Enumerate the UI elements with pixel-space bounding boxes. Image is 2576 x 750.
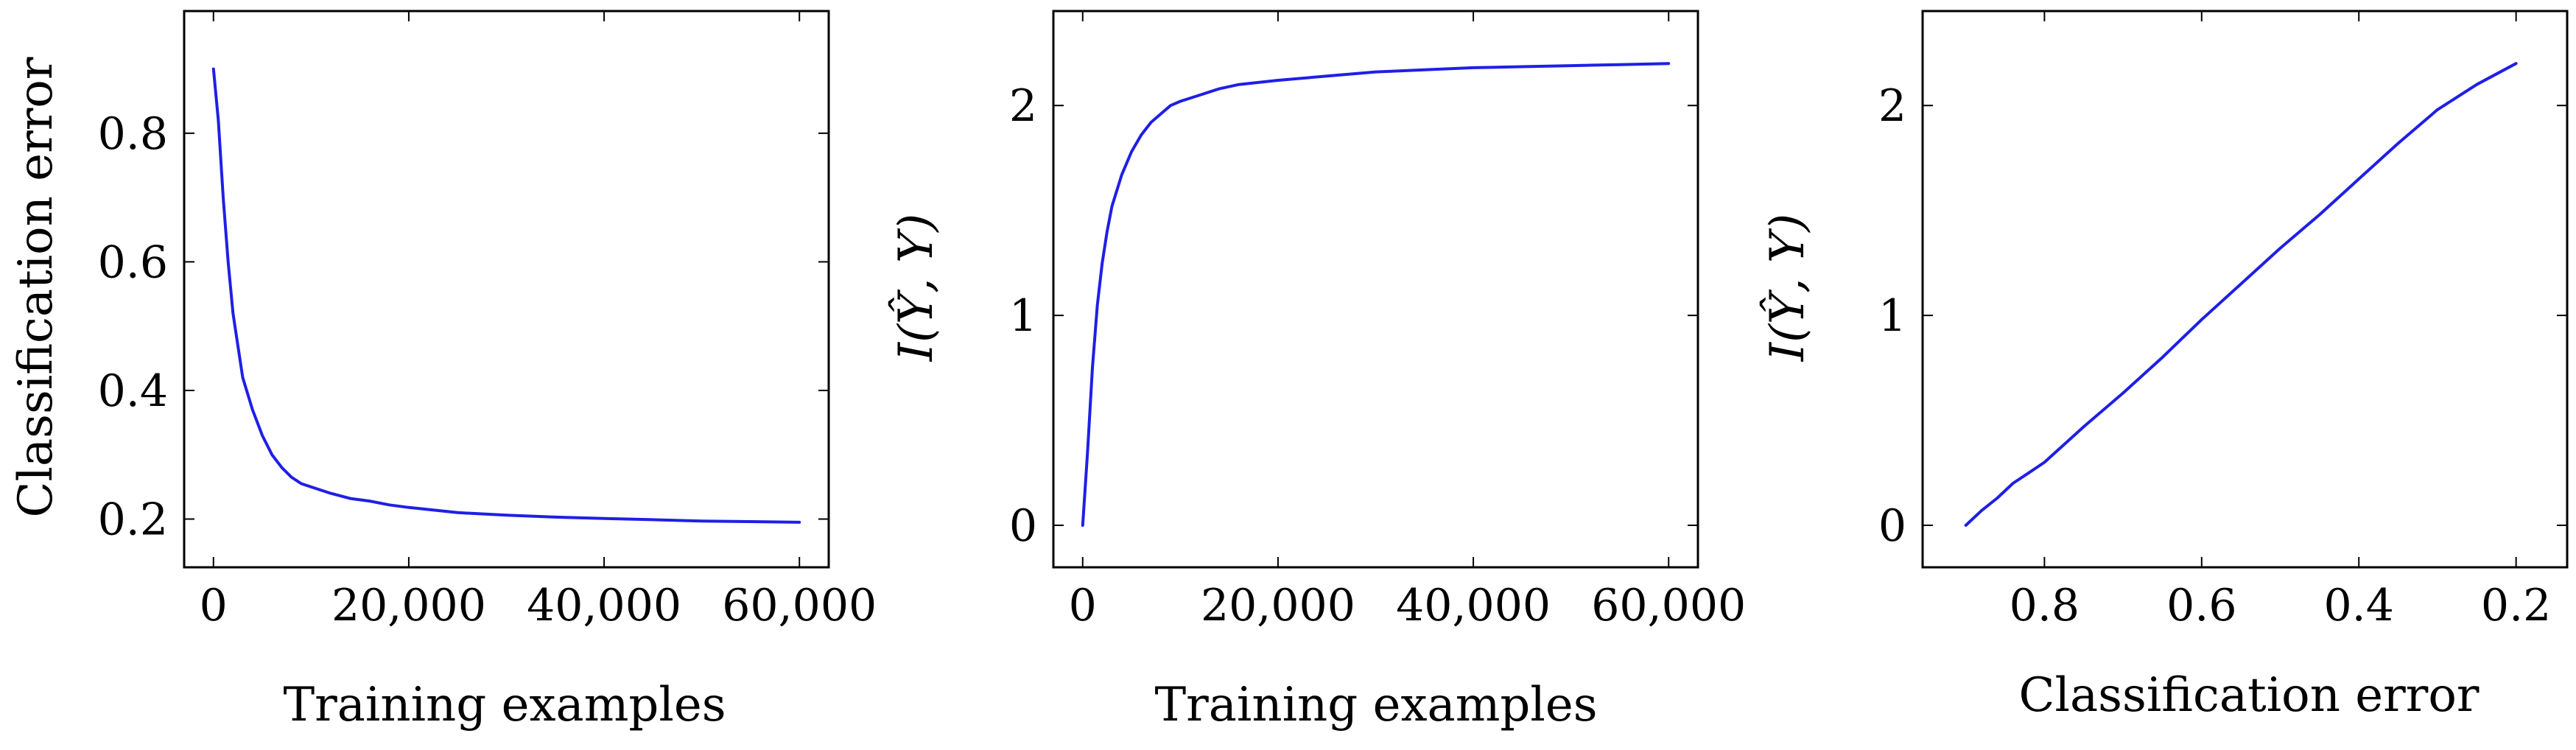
chart-panel-mutual-information-vs-error: I(Ŷ, Y) Classification error 0.8 0.6 0.4 0.…: [1759, 10, 2569, 723]
y-tick-label: 0.2: [98, 494, 168, 546]
series-line: [1081, 62, 1671, 527]
x-axis-label: Training examples: [1154, 678, 1597, 732]
series-line: [211, 67, 801, 524]
plot-frame: [1052, 10, 1699, 569]
x-tick-label: 20,000: [1201, 580, 1355, 631]
y-axis-label: I(Ŷ, Y): [1759, 214, 1815, 362]
chart-panel-mutual-information-vs-examples: I(Ŷ, Y) Training examples 0 20,000 40,000 6…: [888, 10, 1746, 732]
x-tick-label: 60,000: [722, 580, 877, 631]
y-tick-label: 1: [1009, 290, 1037, 342]
x-tick-label: 20,000: [331, 580, 486, 631]
x-tick-label: 40,000: [527, 580, 681, 631]
x-tick-label: 0: [200, 580, 228, 631]
y-tick-label: 0.6: [98, 236, 168, 288]
x-tick-label: 60,000: [1591, 580, 1746, 631]
series-line: [1964, 62, 2518, 527]
x-tick-label: 0.2: [2481, 580, 2551, 631]
x-axis-label: Classification error: [2019, 668, 2480, 723]
plot-frame: [183, 10, 830, 569]
x-tick-label: 0: [1069, 580, 1097, 631]
x-axis-label: Training examples: [283, 678, 726, 732]
x-tick-label: 0.4: [2324, 580, 2394, 631]
x-tick-label: 0.6: [2166, 580, 2236, 631]
y-tick-label: 0.8: [98, 108, 168, 160]
y-axis-label: I(Ŷ, Y): [888, 214, 944, 362]
x-tick-label: 40,000: [1396, 580, 1551, 631]
y-tick-label: 2: [1878, 80, 1906, 132]
y-tick-label: 0.4: [98, 365, 168, 417]
y-tick-label: 1: [1878, 290, 1906, 342]
y-tick-label: 0: [1878, 500, 1906, 552]
plot-frame: [1921, 10, 2569, 569]
y-tick-label: 0: [1009, 500, 1037, 552]
y-tick-label: 2: [1009, 80, 1037, 132]
x-tick-label: 0.8: [2010, 580, 2080, 631]
chart-panel-classification-error: Classification error Training examples 0…: [9, 10, 877, 732]
y-axis-label: Classification error: [9, 57, 63, 517]
